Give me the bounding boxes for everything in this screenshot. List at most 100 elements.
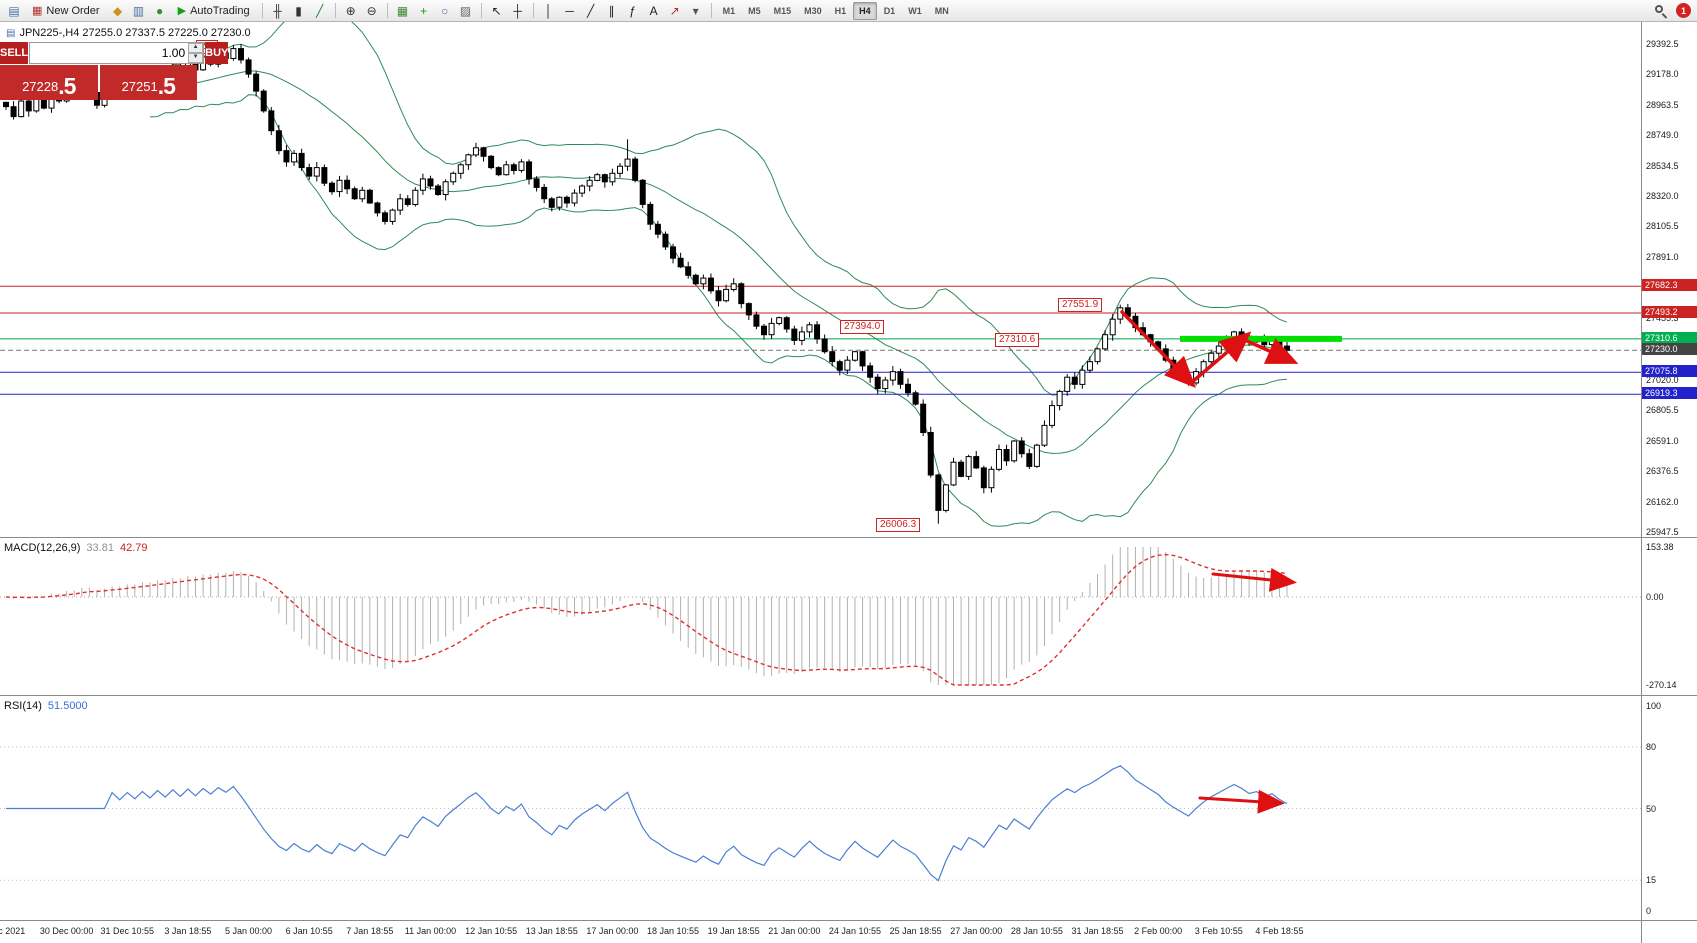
toolbar-separator bbox=[480, 3, 482, 18]
sell-price-base: 27228 bbox=[22, 79, 59, 94]
arrows-tool-icon[interactable]: ↗ bbox=[669, 3, 680, 18]
buy-button[interactable]: BUY bbox=[205, 42, 229, 64]
shapes-dropdown-icon[interactable]: ▾ bbox=[692, 3, 699, 18]
search-handle bbox=[1661, 12, 1668, 19]
crosshair-icon[interactable]: ┼ bbox=[513, 3, 522, 18]
chart-price-tag[interactable]: 27551.9 bbox=[1058, 298, 1103, 312]
buy-price-display[interactable]: 27251.5 bbox=[99, 65, 197, 100]
new-order-button[interactable]: ▦ New Order bbox=[25, 2, 107, 20]
timeframe-m30-button[interactable]: M30 bbox=[804, 5, 822, 16]
templates-icon[interactable]: ▨ bbox=[459, 3, 472, 18]
tile-windows-icon[interactable]: ▦ bbox=[396, 3, 409, 18]
price-axis-label: 28105.5 bbox=[1646, 221, 1679, 232]
time-axis-label: 3 Feb 10:55 bbox=[1194, 926, 1243, 936]
search-icon[interactable] bbox=[1652, 2, 1670, 20]
macd-indicator-panel[interactable] bbox=[0, 538, 1697, 695]
indicators-icon[interactable]: + bbox=[420, 3, 428, 18]
profiles-icon[interactable]: ◆ bbox=[112, 3, 123, 18]
zoom-in-icon[interactable]: ⊕ bbox=[345, 3, 356, 18]
price-level-tag: 27310.6 bbox=[1642, 331, 1697, 344]
price-axis-label: 26591.0 bbox=[1646, 435, 1679, 446]
line-chart-icon[interactable]: ╱ bbox=[315, 3, 324, 18]
price-level-tag: 27230.0 bbox=[1642, 343, 1697, 356]
timeframe-h4-button[interactable]: H4 bbox=[853, 1, 877, 20]
new-order-label: New Order bbox=[46, 4, 100, 17]
lot-spinner: ▲ ▼ bbox=[188, 43, 204, 63]
chart-price-tag[interactable]: 27310.6 bbox=[995, 333, 1040, 347]
macd-name: MACD(12,26,9) bbox=[4, 542, 81, 554]
rsi-trend-arrow[interactable] bbox=[1198, 789, 1285, 814]
periods-icon[interactable]: ○ bbox=[440, 3, 449, 18]
price-axis-label: 27020.0 bbox=[1646, 375, 1679, 386]
macd-value-2: 42.79 bbox=[119, 542, 148, 554]
time-axis-label: 21 Jan 00:00 bbox=[768, 926, 821, 936]
chart-price-tag[interactable]: 26006.3 bbox=[876, 518, 921, 532]
horizontal-level-lines[interactable] bbox=[0, 285, 1641, 395]
macd-histogram bbox=[0, 547, 1641, 685]
panel-splitter-rsi[interactable] bbox=[0, 695, 1697, 696]
cursor-icon[interactable]: ↖ bbox=[491, 3, 502, 18]
trend-arrows[interactable] bbox=[1120, 310, 1299, 389]
time-axis-label: 28 Jan 10:55 bbox=[1010, 926, 1063, 936]
panel-splitter-macd[interactable] bbox=[0, 537, 1697, 538]
macd-axis-label: 0.00 bbox=[1646, 591, 1664, 602]
price-axis-label: 26805.5 bbox=[1646, 405, 1679, 416]
price-axis-label: 26376.5 bbox=[1646, 466, 1679, 477]
price-level-tag: 27075.8 bbox=[1642, 365, 1697, 378]
time-axis-separator bbox=[0, 920, 1697, 921]
rsi-axis-label: 15 bbox=[1646, 875, 1657, 886]
timeframe-w1-button[interactable]: W1 bbox=[908, 5, 922, 16]
trendline-icon[interactable]: ╱ bbox=[586, 3, 595, 18]
bar-chart-icon[interactable]: ╫ bbox=[273, 3, 282, 18]
sell-button[interactable]: SELL bbox=[0, 42, 29, 64]
vertical-line-icon[interactable]: │ bbox=[544, 3, 553, 18]
time-axis-label: Dec 2021 bbox=[0, 926, 26, 936]
toolbar-separator bbox=[334, 3, 336, 18]
notification-badge[interactable]: 1 bbox=[1676, 3, 1691, 18]
symbol-ohlc-text: JPN225-,H4 27255.0 27337.5 27225.0 27230… bbox=[19, 27, 251, 39]
timeframe-m15-button[interactable]: M15 bbox=[773, 5, 792, 16]
equidistant-channel-icon[interactable]: ∥ bbox=[608, 3, 615, 18]
sell-price-display[interactable]: 27228.5 bbox=[0, 65, 98, 100]
time-axis-label: 25 Jan 18:55 bbox=[889, 926, 942, 936]
macd-trend-arrow[interactable] bbox=[1211, 567, 1297, 592]
data-window-icon[interactable]: ▥ bbox=[132, 3, 145, 18]
time-axis-label: 6 Jan 10:55 bbox=[285, 926, 333, 936]
main-price-chart[interactable] bbox=[0, 8, 1697, 537]
lot-decrease-button[interactable]: ▼ bbox=[188, 53, 204, 63]
rsi-indicator-panel[interactable] bbox=[0, 696, 1697, 920]
price-level-tag: 26919.3 bbox=[1642, 387, 1697, 400]
main-toolbar: ▤ ▦ New Order ◆ ▥ ● ▶ AutoTrading ╫ ▮ ╱ ⊕ ⊖ ▦ + ○ ▨ ↖ ┼ │ ─ ╱… bbox=[0, 0, 1697, 22]
price-axis-label: 29178.0 bbox=[1646, 69, 1679, 80]
rsi-name: RSI(14) bbox=[4, 700, 42, 712]
chart-symbol-icon: ▤ bbox=[6, 27, 16, 39]
lot-size-field: ▲ ▼ bbox=[29, 42, 205, 64]
zoom-out-icon[interactable]: ⊖ bbox=[366, 3, 377, 18]
price-axis-label: 28320.0 bbox=[1646, 190, 1679, 201]
price-axis-label: 27891.0 bbox=[1646, 251, 1679, 262]
price-level-tag: 27682.3 bbox=[1642, 279, 1697, 292]
chart-price-tag[interactable]: 27394.0 bbox=[840, 320, 885, 334]
lot-size-input[interactable] bbox=[30, 43, 189, 63]
timeframe-h1-button[interactable]: H1 bbox=[834, 5, 847, 16]
autotrading-label: AutoTrading bbox=[190, 4, 250, 17]
text-icon[interactable]: A bbox=[649, 3, 658, 18]
strategy-tester-icon[interactable]: ● bbox=[155, 3, 164, 18]
price-axis-separator bbox=[1641, 22, 1642, 943]
fibonacci-icon[interactable]: ƒ bbox=[629, 3, 636, 18]
timeframe-mn-button[interactable]: MN bbox=[934, 5, 949, 16]
timeframe-m5-button[interactable]: M5 bbox=[748, 5, 761, 16]
lot-increase-button[interactable]: ▲ bbox=[188, 43, 204, 53]
time-axis-label: 27 Jan 00:00 bbox=[950, 926, 1003, 936]
horizontal-line-icon[interactable]: ─ bbox=[565, 3, 574, 18]
timeframe-d1-button[interactable]: D1 bbox=[883, 5, 896, 16]
time-axis-label: 11 Jan 00:00 bbox=[404, 926, 457, 936]
timeframe-m1-button[interactable]: M1 bbox=[722, 5, 736, 16]
toolbar-separator bbox=[532, 3, 534, 18]
new-chart-icon[interactable]: ▤ bbox=[8, 3, 20, 18]
price-level-tag: 27493.2 bbox=[1642, 306, 1697, 319]
time-axis-label: 17 Jan 00:00 bbox=[586, 926, 639, 936]
candlestick-chart-icon[interactable]: ▮ bbox=[295, 3, 302, 18]
time-axis-label: 2 Feb 00:00 bbox=[1134, 926, 1183, 936]
autotrading-button[interactable]: ▶ AutoTrading bbox=[171, 2, 257, 20]
